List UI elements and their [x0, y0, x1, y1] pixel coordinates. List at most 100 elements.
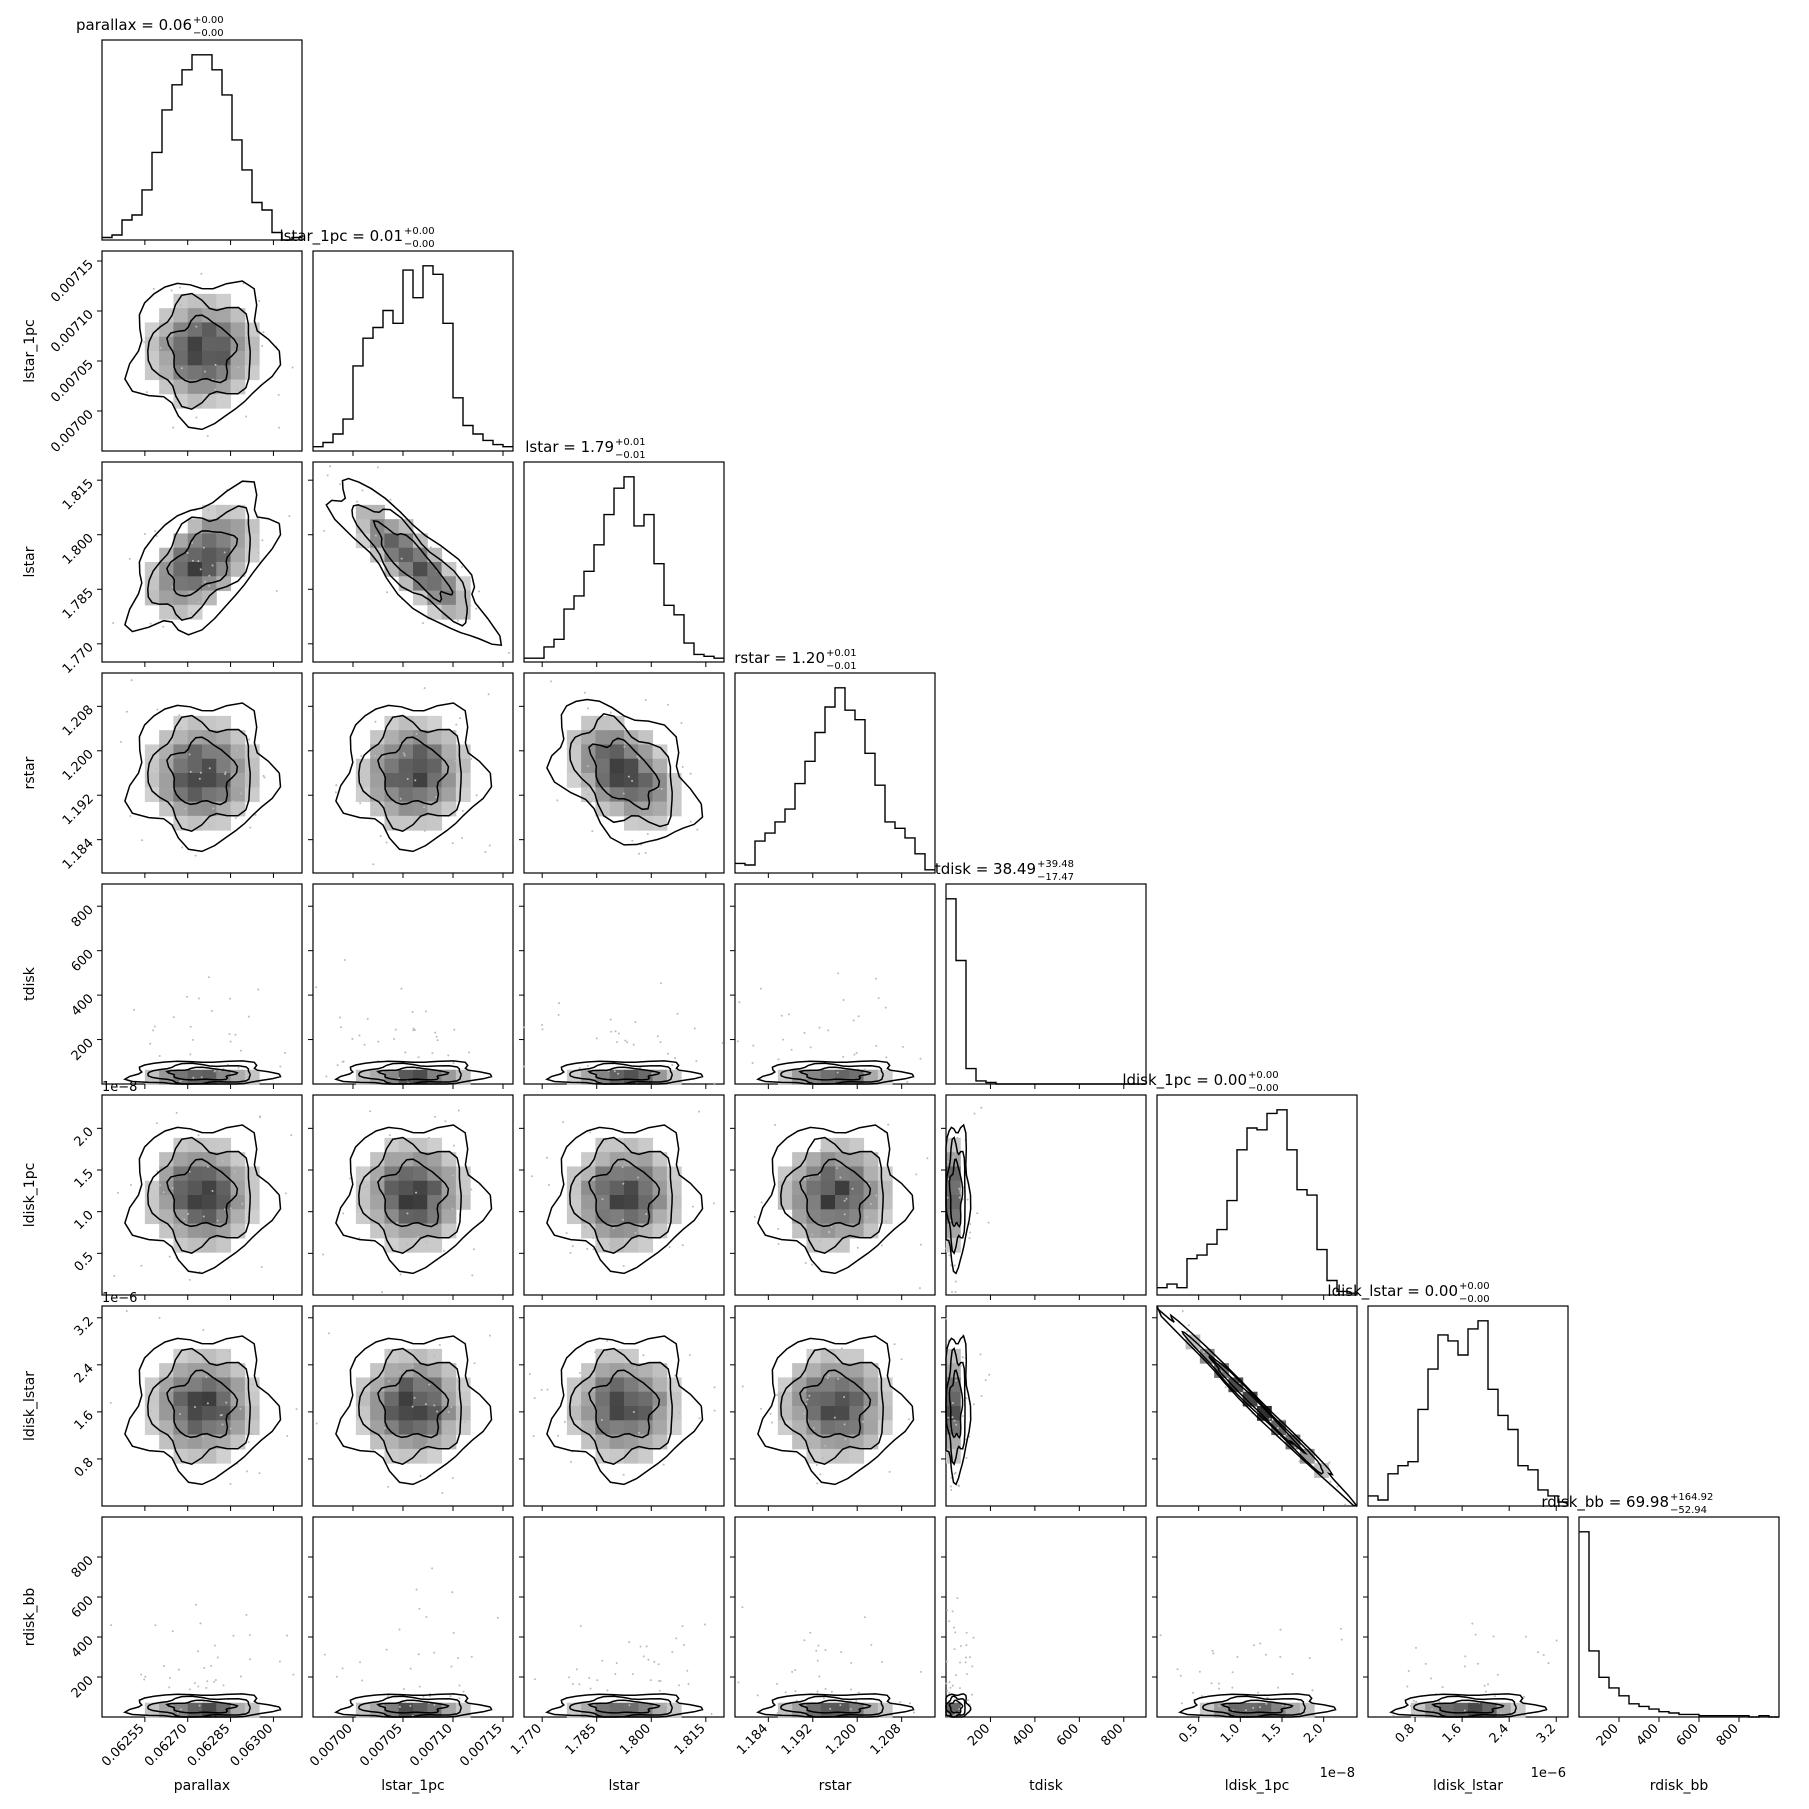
sample-point — [804, 1262, 807, 1265]
sample-point — [884, 1006, 887, 1009]
x-tick-label: 400 — [1634, 1721, 1662, 1749]
density-cell — [666, 1406, 682, 1421]
y-tick-label: 800 — [69, 1553, 97, 1581]
density-cell — [595, 1363, 611, 1378]
sample-point — [411, 1010, 414, 1013]
sample-point — [807, 1176, 810, 1179]
sample-point — [1244, 1709, 1247, 1712]
sample-point — [245, 1613, 248, 1616]
sample-point — [1463, 1709, 1466, 1712]
sample-point — [180, 367, 183, 370]
sample-point — [419, 1475, 422, 1478]
sample-point — [441, 1491, 444, 1494]
density-cell — [777, 1391, 793, 1407]
contour-level — [780, 1347, 884, 1466]
sample-point — [645, 1645, 648, 1648]
density-cell — [144, 351, 160, 366]
density-cell — [159, 1434, 174, 1450]
density-cell — [187, 1195, 203, 1210]
sample-point — [584, 1225, 587, 1228]
density-cell — [427, 815, 443, 831]
contour-level — [780, 1136, 884, 1255]
density-cell — [609, 1195, 625, 1210]
density-cell — [595, 1420, 611, 1436]
sample-point — [1336, 1485, 1339, 1488]
sample-point — [952, 1155, 955, 1158]
density-cell — [413, 1363, 428, 1378]
sample-point — [773, 1123, 776, 1126]
sample-point — [155, 767, 158, 770]
sample-point — [959, 1644, 962, 1647]
panel-ldisk_1pc-vs-tdisk — [941, 1094, 1147, 1300]
sample-point — [162, 625, 165, 628]
contour-level — [377, 1369, 450, 1439]
density-cell — [159, 1406, 174, 1421]
x-tick-label: 400 — [1010, 1721, 1038, 1749]
sample-point — [224, 1375, 227, 1378]
panel-frame — [945, 1094, 1147, 1296]
density-cell — [566, 773, 582, 788]
sample-point — [615, 1662, 618, 1665]
density-cell — [230, 308, 246, 323]
y-tick-label: 0.5 — [72, 1250, 97, 1275]
density-cell — [355, 1377, 371, 1393]
density-cells — [1199, 1702, 1315, 1718]
density-cell — [441, 1152, 457, 1167]
sample-point — [818, 1026, 821, 1029]
sample-point — [713, 1409, 716, 1412]
sample-point — [473, 1362, 476, 1365]
density-cell — [244, 787, 260, 803]
density-cell — [441, 801, 457, 817]
density-cell — [216, 293, 232, 309]
sample-point — [703, 1623, 706, 1626]
density-cell — [877, 1195, 893, 1210]
density-cell — [173, 533, 189, 549]
sample-point — [588, 1677, 591, 1680]
density-cell — [427, 1180, 443, 1196]
sample-point — [584, 788, 587, 791]
density-cell — [187, 1180, 203, 1196]
sample-point — [951, 1684, 954, 1687]
sample-point — [468, 1051, 471, 1054]
density-cell — [835, 1348, 850, 1364]
sample-point — [451, 1477, 454, 1480]
sample-point — [646, 1435, 649, 1438]
sample-point — [133, 1008, 136, 1011]
density-cell — [187, 801, 203, 817]
density-cell — [159, 576, 174, 592]
contour-level — [546, 1335, 704, 1486]
contour-level — [945, 1334, 972, 1486]
density-cell — [877, 1391, 893, 1407]
density-cell — [441, 1363, 457, 1378]
density-cell — [792, 1377, 807, 1393]
sample-point — [592, 1236, 595, 1239]
sample-point — [488, 1334, 491, 1337]
density-cell — [877, 1406, 893, 1421]
sample-point — [613, 1226, 616, 1229]
density-cell — [792, 1406, 807, 1421]
sample-point — [972, 1403, 975, 1406]
density-cell — [202, 1209, 217, 1225]
contour-level — [147, 1347, 251, 1466]
density-cell — [173, 1137, 189, 1153]
density-cell — [566, 1180, 582, 1196]
sample-point — [681, 1244, 684, 1247]
sample-point — [237, 1066, 240, 1069]
sample-point — [1276, 1427, 1279, 1430]
sample-point — [775, 1682, 778, 1685]
density-cell — [144, 576, 160, 592]
panel-ldisk_lstar-vs-lstar — [519, 1305, 725, 1511]
density-cell — [581, 1195, 596, 1210]
sample-point — [948, 1691, 951, 1694]
hist-step-ldisk_lstar — [1368, 1320, 1568, 1503]
sample-point — [188, 1170, 191, 1173]
sample-point — [885, 1056, 888, 1059]
sample-point — [751, 1062, 754, 1065]
density-cell — [244, 336, 260, 352]
density-cell — [427, 1209, 443, 1225]
y-tick-label: 1.208 — [60, 703, 97, 740]
density-cell — [652, 1209, 668, 1225]
density-cell — [441, 1166, 457, 1182]
sample-point — [417, 1653, 420, 1656]
sample-point — [202, 1435, 205, 1438]
